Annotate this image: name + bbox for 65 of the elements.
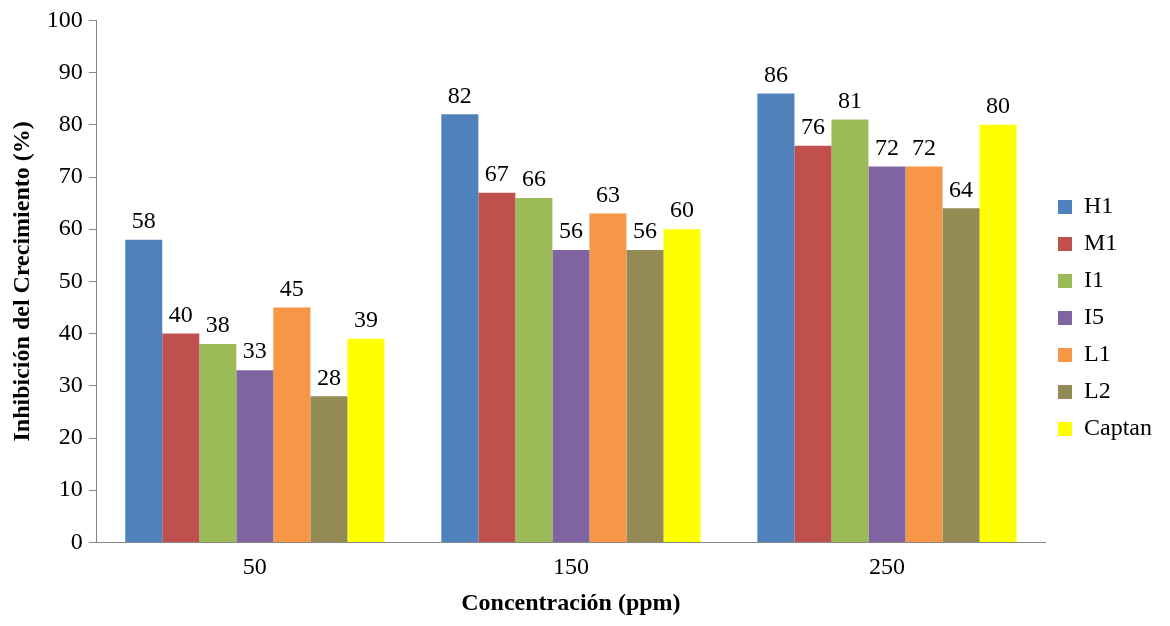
bar [794, 145, 832, 542]
y-tick-label: 70 [58, 162, 83, 189]
legend-label: I1 [1084, 266, 1105, 293]
bar [626, 250, 664, 542]
data-label: 86 [763, 60, 788, 87]
legend-label: H1 [1084, 192, 1114, 219]
bar [515, 197, 553, 542]
data-label: 40 [168, 300, 193, 327]
data-label: 80 [986, 92, 1011, 119]
bar [441, 114, 479, 542]
bar [478, 192, 516, 542]
bar [347, 338, 385, 542]
data-label: 38 [205, 311, 230, 338]
y-tick-label: 90 [58, 57, 83, 84]
data-label: 66 [521, 165, 546, 192]
data-label: 56 [632, 217, 657, 244]
bar [757, 93, 795, 542]
legend-label: I5 [1084, 303, 1105, 330]
bar [589, 213, 627, 542]
y-tick-label: 0 [70, 527, 83, 554]
legend-label: Captan [1084, 414, 1152, 441]
data-label: 39 [353, 306, 378, 333]
bar [905, 166, 943, 542]
x-tick-label: 50 [242, 553, 267, 580]
data-label: 72 [874, 133, 899, 160]
bar [236, 370, 274, 542]
bar [273, 307, 311, 542]
bar [831, 119, 869, 542]
x-tick-label: 150 [552, 553, 589, 580]
x-tick-label: 250 [868, 553, 905, 580]
bar [125, 239, 163, 542]
data-label: 81 [837, 86, 862, 113]
y-tick-label: 60 [58, 214, 83, 241]
legend-label: L1 [1084, 340, 1111, 367]
data-label: 64 [949, 175, 974, 202]
data-label: 63 [595, 180, 620, 207]
y-tick-label: 100 [46, 5, 83, 32]
bar [868, 166, 906, 542]
bar [979, 124, 1017, 542]
data-label: 28 [316, 363, 341, 390]
data-label: 60 [669, 196, 694, 223]
y-tick-label: 80 [58, 110, 83, 137]
data-label: 72 [912, 133, 937, 160]
y-axis-title: Inhibición del Crecimiento (%) [7, 121, 34, 442]
data-label: 76 [800, 112, 825, 139]
y-tick-label: 10 [58, 475, 83, 502]
bar [199, 344, 237, 542]
data-label: 82 [447, 81, 472, 108]
data-label: 33 [242, 337, 267, 364]
x-axis-title: Concentración (ppm) [461, 588, 681, 615]
bar [942, 208, 980, 542]
y-tick-label: 20 [58, 423, 83, 450]
legend-label: M1 [1084, 229, 1118, 256]
y-tick-label: 50 [58, 266, 83, 293]
legend-label: L2 [1084, 377, 1111, 404]
bar [552, 250, 590, 542]
data-label: 45 [279, 274, 304, 301]
data-label: 67 [484, 159, 509, 186]
bar [162, 333, 200, 542]
y-tick-label: 40 [58, 318, 83, 345]
bar [663, 229, 701, 542]
bar [310, 396, 348, 542]
data-label: 58 [131, 206, 156, 233]
y-tick-label: 30 [58, 371, 83, 398]
data-label: 56 [558, 217, 583, 244]
